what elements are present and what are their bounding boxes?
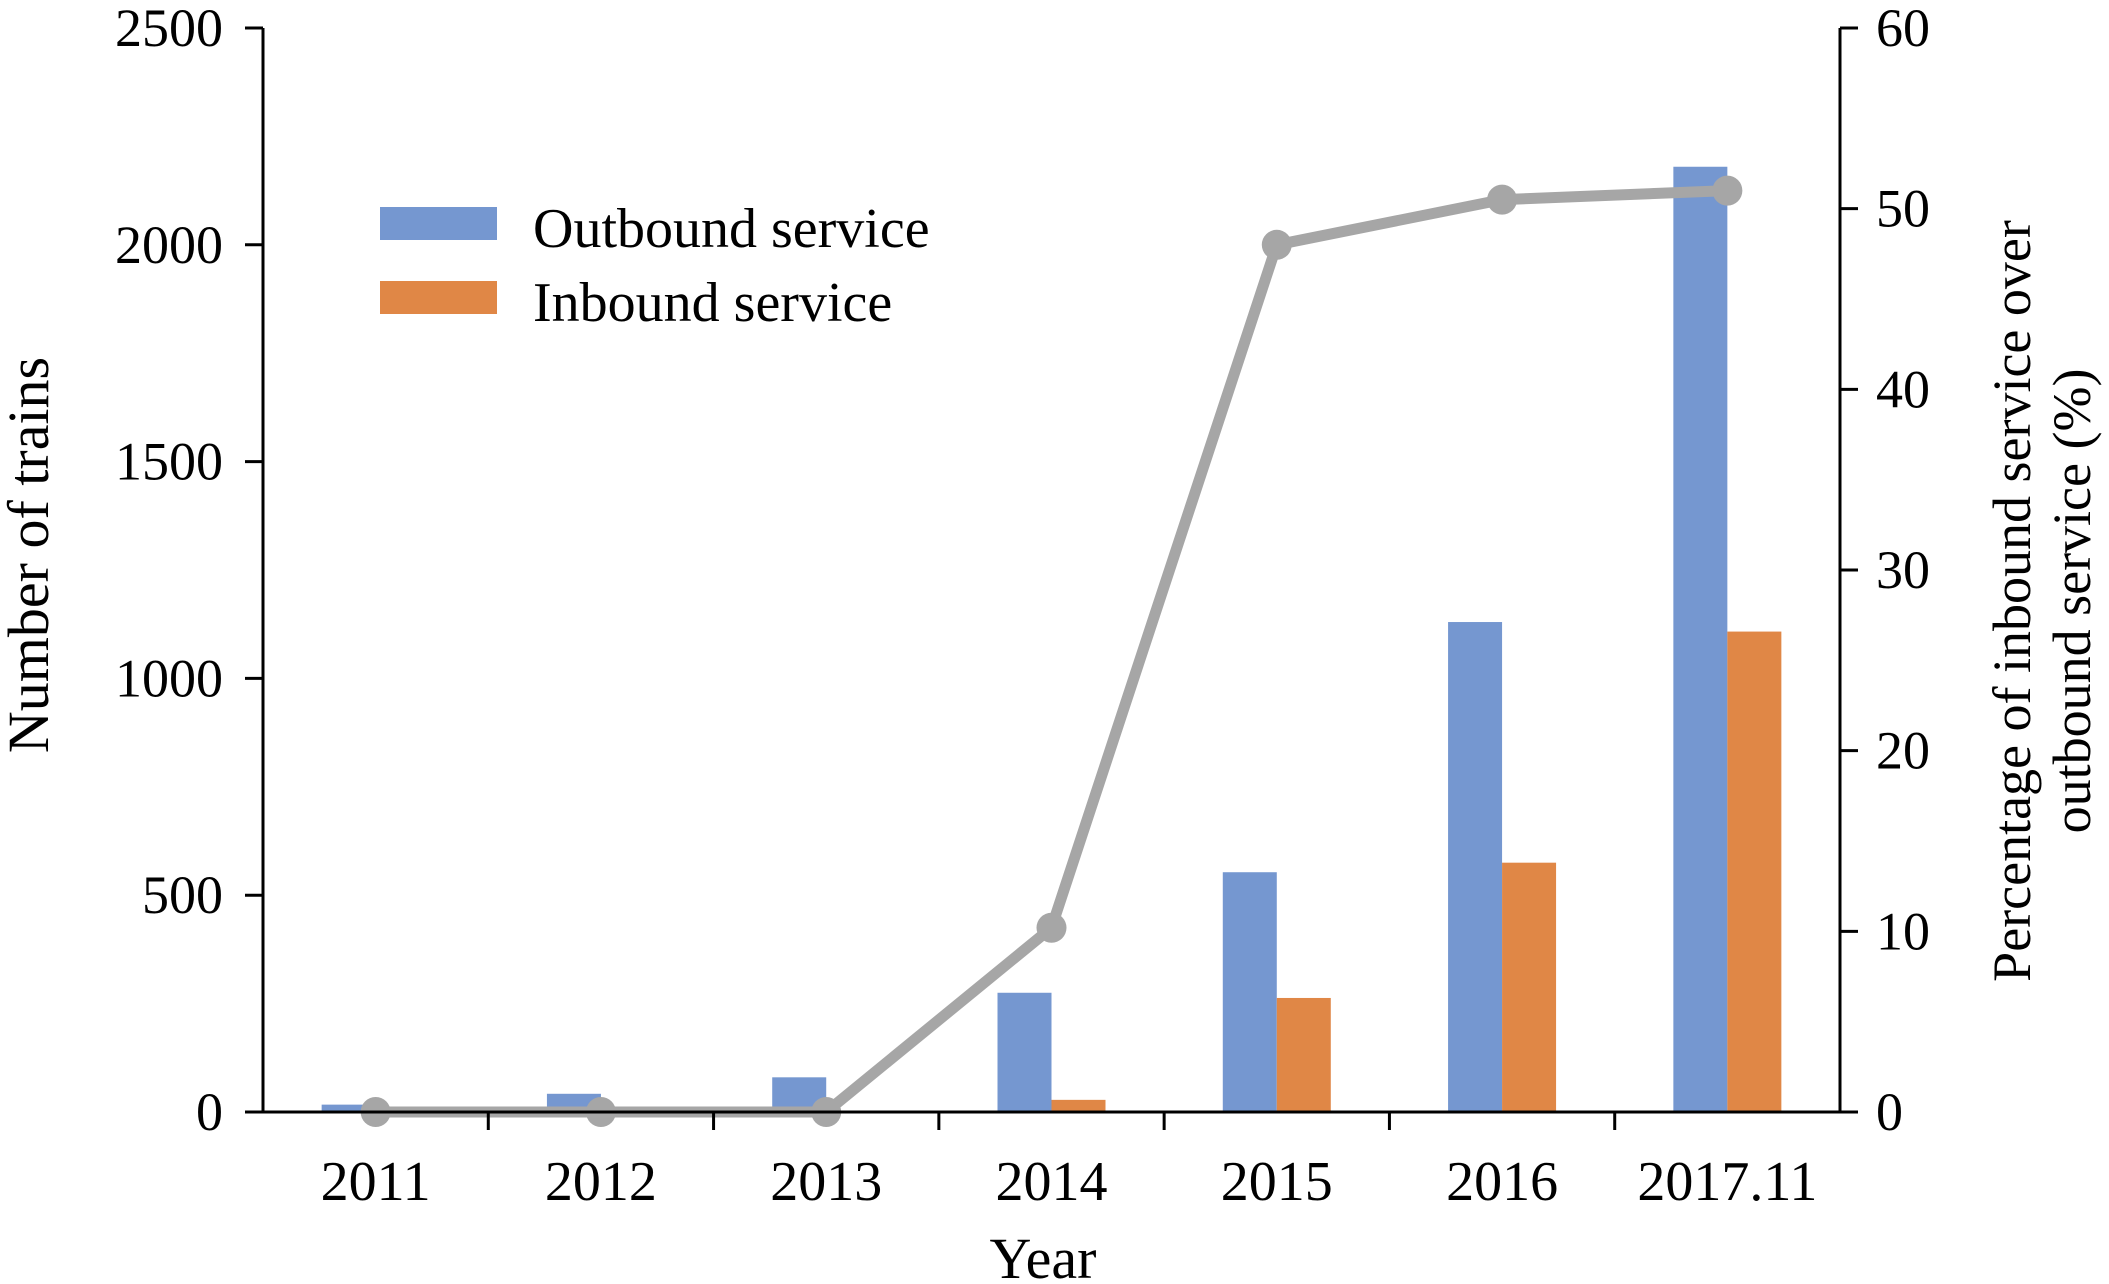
x-tick-label: 2016 — [1446, 1151, 1558, 1213]
ratio-point-2015 — [1261, 229, 1292, 260]
x-tick-label: 2011 — [321, 1151, 431, 1213]
right-tick-label: 50 — [1876, 179, 1930, 239]
bar-inbound-2016 — [1502, 862, 1557, 1112]
x-tick-label: 2015 — [1221, 1151, 1333, 1213]
bar-outbound-2011 — [321, 1104, 376, 1112]
left-tick-label: 0 — [196, 1082, 223, 1142]
bar-outbound-2016 — [1448, 622, 1503, 1112]
bar-inbound-2015 — [1276, 997, 1331, 1112]
left-axis-title: Number of trains — [0, 357, 61, 753]
ticks-layer: 0 500 1000 1500 2000 2500 0 10 20 30 40 50 60 2011 201… — [115, 0, 1930, 1213]
ratio-point-2014 — [1036, 912, 1067, 943]
bars-layer — [321, 166, 1782, 1112]
x-axis-title: Year — [990, 1226, 1097, 1284]
left-tick-label: 2000 — [115, 215, 223, 275]
x-tick-label: 2014 — [996, 1151, 1108, 1213]
right-tick-label: 10 — [1876, 901, 1930, 961]
left-tick-label: 2500 — [115, 0, 223, 58]
bar-inbound-2017.11 — [1727, 631, 1782, 1112]
legend-swatch-outbound — [380, 207, 497, 240]
bar-inbound-2014 — [1051, 1099, 1106, 1112]
right-axis-title-line-2: outbound service (%) — [2042, 369, 2102, 834]
ratio-point-2017.11 — [1712, 175, 1743, 206]
legend-label-inbound: Inbound service — [533, 272, 892, 334]
x-tick-label: 2017.11 — [1637, 1151, 1817, 1213]
x-tick-label: 2012 — [545, 1151, 657, 1213]
right-tick-label: 20 — [1876, 721, 1930, 781]
ratio-point-2016 — [1487, 184, 1518, 215]
legend-label-outbound: Outbound service — [533, 198, 930, 260]
legend-swatch-inbound — [380, 281, 497, 314]
left-tick-label: 1000 — [115, 648, 223, 708]
right-tick-label: 0 — [1876, 1082, 1903, 1142]
bar-outbound-2017.11 — [1673, 166, 1728, 1112]
right-axis-title-line-1: Percentage of inbound service over — [1982, 220, 2042, 982]
bar-outbound-2014 — [997, 992, 1052, 1112]
legend: Outbound service Inbound service — [380, 198, 930, 334]
bar-outbound-2015 — [1222, 872, 1277, 1112]
right-tick-label: 30 — [1876, 540, 1930, 600]
right-tick-label: 60 — [1876, 0, 1930, 58]
x-tick-label: 2013 — [770, 1151, 882, 1213]
right-tick-label: 40 — [1876, 359, 1930, 419]
left-tick-label: 500 — [142, 865, 223, 925]
left-tick-label: 1500 — [115, 432, 223, 492]
